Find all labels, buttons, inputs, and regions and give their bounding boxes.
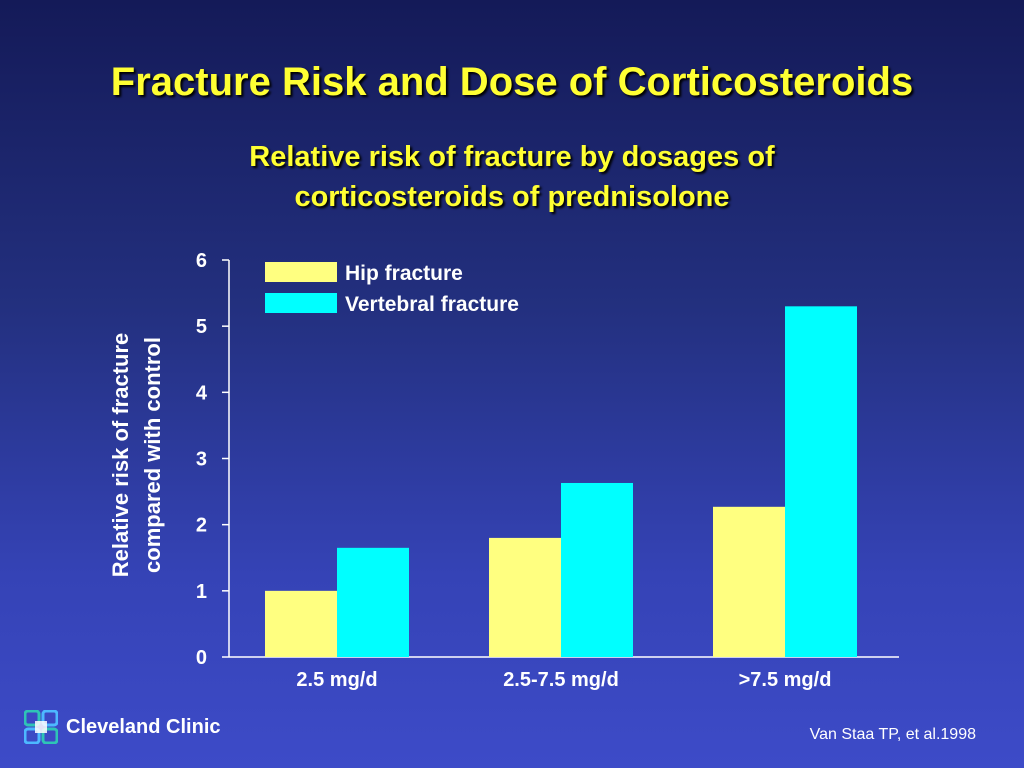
bar-vertebral — [785, 306, 857, 657]
y-tick-label: 3 — [196, 449, 207, 471]
bar-hip — [265, 590, 337, 657]
y-tick-label: 4 — [196, 382, 208, 404]
bar-vertebral — [561, 482, 633, 657]
legend-swatch — [265, 262, 337, 282]
legend-label: Vertebral fracture — [345, 293, 519, 316]
x-tick-label: 2.5-7.5 mg/d — [503, 669, 619, 691]
slide-title: Fracture Risk and Dose of Corticosteroid… — [110, 60, 914, 104]
bar-vertebral — [337, 547, 409, 657]
logo-text: Cleveland Clinic — [66, 715, 221, 738]
chart-subtitle: Relative risk of fracture by dosages of … — [0, 137, 1024, 217]
y-tick-label: 0 — [196, 647, 207, 669]
legend-swatch — [265, 293, 337, 313]
y-tick-label: 5 — [196, 316, 207, 338]
cleveland-clinic-logo-icon — [24, 710, 58, 744]
y-axis-label-line-2: compared with control — [140, 337, 165, 573]
y-tick-label: 1 — [196, 581, 207, 603]
legend-label: Hip fracture — [345, 262, 463, 285]
cleveland-clinic-logo: Cleveland Clinic — [24, 710, 221, 744]
bar-hip — [489, 537, 561, 657]
bar-hip — [713, 506, 785, 657]
x-tick-label: >7.5 mg/d — [739, 669, 832, 691]
y-tick-label: 6 — [196, 250, 207, 272]
chart-subtitle-line-1: Relative risk of fracture by dosages of — [249, 141, 775, 173]
chart-subtitle-line-2: corticosteroids of prednisolone — [294, 181, 730, 213]
y-axis-label-line-1: Relative risk of fracture — [108, 333, 133, 578]
citation: Van Staa TP, et al.1998 — [809, 726, 976, 743]
x-tick-label: 2.5 mg/d — [296, 669, 377, 691]
y-tick-label: 2 — [196, 515, 207, 537]
